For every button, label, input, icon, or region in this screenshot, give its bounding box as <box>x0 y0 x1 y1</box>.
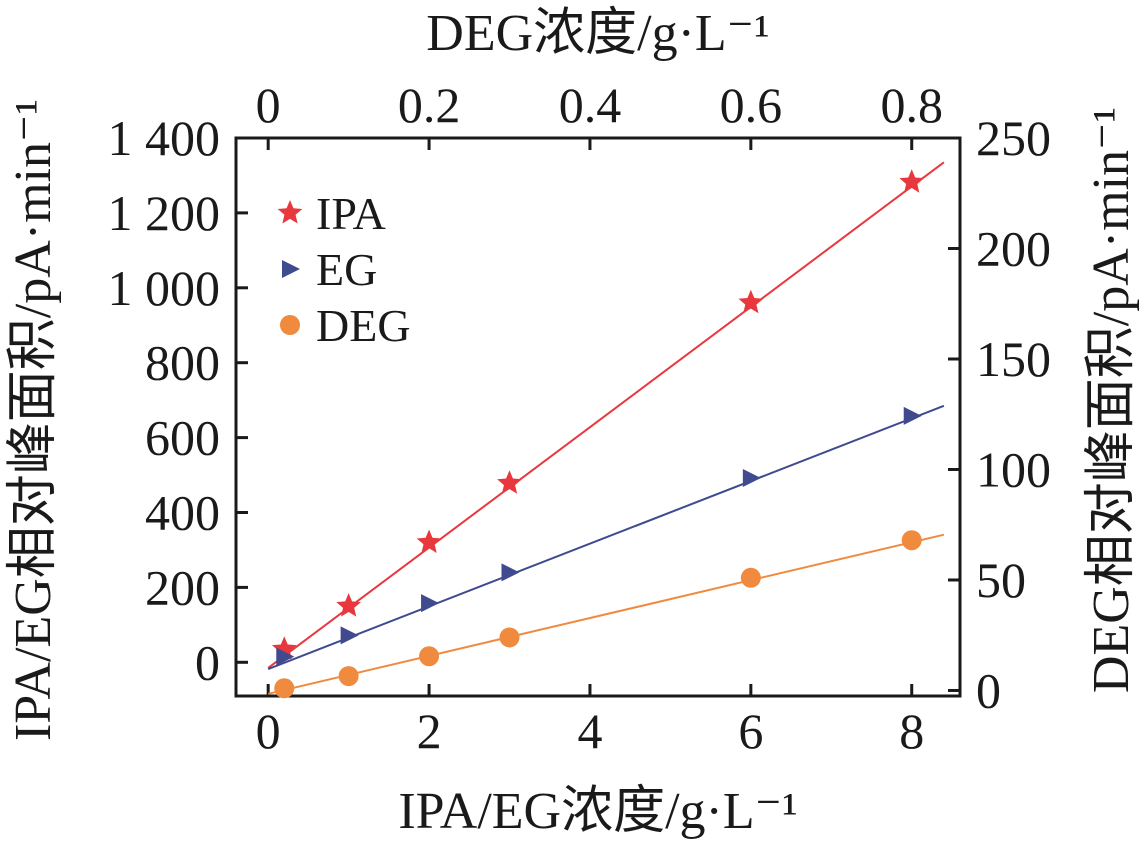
y-left-tick-label: 1 000 <box>108 260 221 316</box>
data-point-eg <box>903 406 922 425</box>
y-left-tick-label: 1 400 <box>108 110 221 166</box>
y-left-tick-label: 0 <box>195 634 220 690</box>
y-right-tick-label: 50 <box>976 552 1026 608</box>
data-point-deg <box>338 666 359 687</box>
data-point-eg <box>276 647 295 666</box>
y-left-tick-label: 1 200 <box>108 185 221 241</box>
y-right-tick-label: 150 <box>976 331 1051 387</box>
y-axis-title-left: IPA/EG相对峰面积/pA·min⁻¹ <box>5 99 62 741</box>
x-bottom-tick-label: 6 <box>738 703 763 759</box>
y-axis-title-right: DEG相对峰面积/pA·min⁻¹ <box>1083 107 1140 693</box>
legend-label-ipa: IPA <box>316 188 386 239</box>
fit-line-ipa <box>267 161 945 669</box>
data-point-deg <box>740 567 761 588</box>
legend-marker-ipa <box>277 200 303 224</box>
x-top-tick-label: 0.6 <box>720 77 783 133</box>
data-point-eg <box>421 594 440 613</box>
data-point-ipa <box>497 470 522 494</box>
data-point-ipa <box>899 169 925 193</box>
legend-label-eg: EG <box>316 244 377 295</box>
data-markers <box>271 169 925 699</box>
x-bottom-tick-label: 8 <box>899 703 924 759</box>
legend-marker-deg <box>280 315 300 335</box>
data-point-deg <box>419 646 440 667</box>
y-left-tick-label: 800 <box>145 335 220 391</box>
data-point-ipa <box>738 289 764 314</box>
x-top-tick-label: 0.8 <box>880 77 943 133</box>
data-point-ipa <box>336 593 361 617</box>
x-bottom-tick-label: 0 <box>256 703 281 759</box>
data-point-eg <box>340 626 359 645</box>
y-left-tick-label: 600 <box>145 410 220 466</box>
data-point-deg <box>274 678 295 699</box>
x-bottom-tick-label: 2 <box>417 703 442 759</box>
data-point-ipa <box>416 529 442 553</box>
legend-marker-eg <box>282 260 300 278</box>
fit-lines <box>267 161 945 695</box>
y-right-tick-label: 200 <box>976 220 1051 276</box>
legend-label-deg: DEG <box>316 300 411 351</box>
x-axis-title-top: DEG浓度/g·L⁻¹ <box>426 5 769 62</box>
data-point-eg <box>742 469 761 488</box>
y-left-tick-label: 200 <box>145 559 220 615</box>
y-right-tick-label: 0 <box>976 662 1001 718</box>
data-point-deg <box>901 530 922 551</box>
x-top-tick-label: 0.4 <box>559 77 622 133</box>
y-right-tick-label: 100 <box>976 441 1051 497</box>
plot-frame <box>234 136 962 698</box>
data-point-eg <box>501 563 520 582</box>
fit-line-eg <box>267 404 945 670</box>
x-axis-title-bottom: IPA/EG浓度/g·L⁻¹ <box>398 783 797 840</box>
y-right-tick-label: 250 <box>976 110 1051 166</box>
x-bottom-tick-label: 4 <box>577 703 602 759</box>
x-top-tick-label: 0 <box>256 77 281 133</box>
data-point-deg <box>499 627 520 648</box>
x-top-tick-label: 0.2 <box>398 77 461 133</box>
y-left-tick-label: 400 <box>145 484 220 540</box>
fit-line-deg <box>267 533 945 695</box>
